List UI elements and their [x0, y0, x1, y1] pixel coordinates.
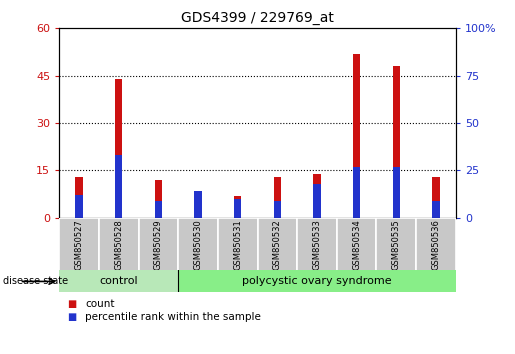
- Text: GSM850529: GSM850529: [154, 219, 163, 270]
- Bar: [393, 167, 400, 218]
- Bar: [393, 66, 400, 218]
- Bar: [234, 196, 241, 218]
- Text: GSM850536: GSM850536: [432, 219, 440, 270]
- Bar: [99, 218, 139, 271]
- Text: GSM850532: GSM850532: [273, 219, 282, 270]
- Text: polycystic ovary syndrome: polycystic ovary syndrome: [242, 276, 392, 286]
- Bar: [376, 218, 416, 271]
- Bar: [59, 218, 99, 271]
- Bar: [314, 184, 320, 218]
- Bar: [76, 195, 82, 218]
- Bar: [353, 53, 360, 218]
- Text: disease state: disease state: [3, 276, 67, 286]
- Text: GSM850533: GSM850533: [313, 219, 321, 270]
- Text: GSM850535: GSM850535: [392, 219, 401, 270]
- Bar: [337, 218, 376, 271]
- Text: ■: ■: [67, 312, 76, 322]
- Text: percentile rank within the sample: percentile rank within the sample: [85, 312, 261, 322]
- Bar: [155, 201, 162, 218]
- Bar: [274, 177, 281, 218]
- Bar: [353, 167, 360, 218]
- Bar: [178, 218, 218, 271]
- Text: GSM850534: GSM850534: [352, 219, 361, 270]
- Bar: [297, 218, 337, 271]
- Text: ■: ■: [67, 299, 76, 309]
- Bar: [115, 79, 122, 218]
- Bar: [195, 211, 201, 218]
- Text: GSM850528: GSM850528: [114, 219, 123, 270]
- Text: GSM850530: GSM850530: [194, 219, 202, 270]
- Bar: [139, 218, 178, 271]
- Bar: [433, 177, 439, 218]
- Bar: [314, 173, 320, 218]
- Bar: [416, 218, 456, 271]
- Bar: [274, 201, 281, 218]
- Title: GDS4399 / 229769_at: GDS4399 / 229769_at: [181, 11, 334, 24]
- Text: GSM850527: GSM850527: [75, 219, 83, 270]
- Bar: [258, 218, 297, 271]
- Bar: [218, 218, 258, 271]
- Text: count: count: [85, 299, 114, 309]
- Text: control: control: [99, 276, 138, 286]
- Bar: [178, 270, 456, 292]
- Bar: [195, 191, 201, 218]
- Bar: [76, 177, 82, 218]
- Text: GSM850531: GSM850531: [233, 219, 242, 270]
- Bar: [115, 155, 122, 218]
- Bar: [234, 199, 241, 218]
- Bar: [155, 180, 162, 218]
- Bar: [433, 201, 439, 218]
- Bar: [59, 270, 178, 292]
